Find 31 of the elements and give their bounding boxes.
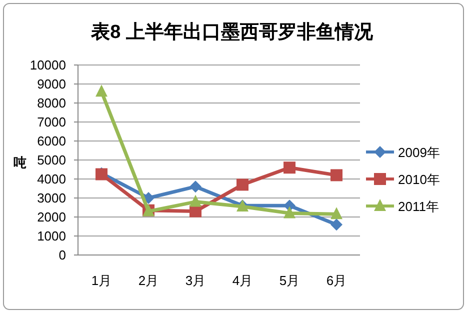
xtick: 6月 xyxy=(326,273,347,288)
point xyxy=(284,162,296,174)
legend: 2011年 xyxy=(398,199,439,214)
ytick: 6000 xyxy=(37,134,66,148)
legend: 2010年 xyxy=(398,172,440,187)
ytick: 3000 xyxy=(37,190,66,206)
ytick: 2000 xyxy=(37,210,66,224)
ytick: 10000 xyxy=(30,58,66,72)
ytick: 4000 xyxy=(37,172,66,186)
xtick: 4月 xyxy=(232,273,253,288)
point xyxy=(190,194,202,207)
xtick: 2月 xyxy=(138,273,159,288)
point xyxy=(284,206,296,218)
ytick: 7000 xyxy=(37,114,66,130)
ytick: 9000 xyxy=(37,76,66,92)
xtick: 1月 xyxy=(91,273,112,288)
ytick: 0 xyxy=(58,248,66,262)
point xyxy=(330,169,342,182)
xtick: 3月 xyxy=(185,273,206,288)
title: 表8 上半年出口墨西哥罗非鱼情况 xyxy=(91,22,373,43)
point xyxy=(330,207,342,220)
xtick: 5月 xyxy=(279,273,300,288)
point xyxy=(190,180,202,193)
ylabel: 吨 xyxy=(14,155,26,170)
point xyxy=(330,218,342,231)
legend: 2009年 xyxy=(398,145,440,160)
ytick: 1000 xyxy=(37,228,66,244)
point xyxy=(96,84,108,97)
ytick: 5000 xyxy=(37,152,66,168)
ytick: 8000 xyxy=(37,96,66,110)
point xyxy=(236,178,248,191)
